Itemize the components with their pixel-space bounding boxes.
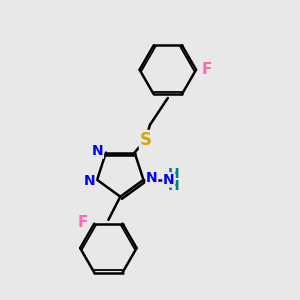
- Text: F: F: [201, 62, 212, 77]
- Text: F: F: [78, 214, 88, 230]
- Text: N: N: [146, 171, 158, 185]
- Text: N: N: [84, 174, 95, 188]
- Text: H: H: [167, 167, 179, 181]
- Text: N: N: [92, 144, 103, 158]
- Text: H: H: [167, 179, 179, 193]
- Text: N: N: [163, 173, 175, 187]
- Text: S: S: [140, 130, 152, 148]
